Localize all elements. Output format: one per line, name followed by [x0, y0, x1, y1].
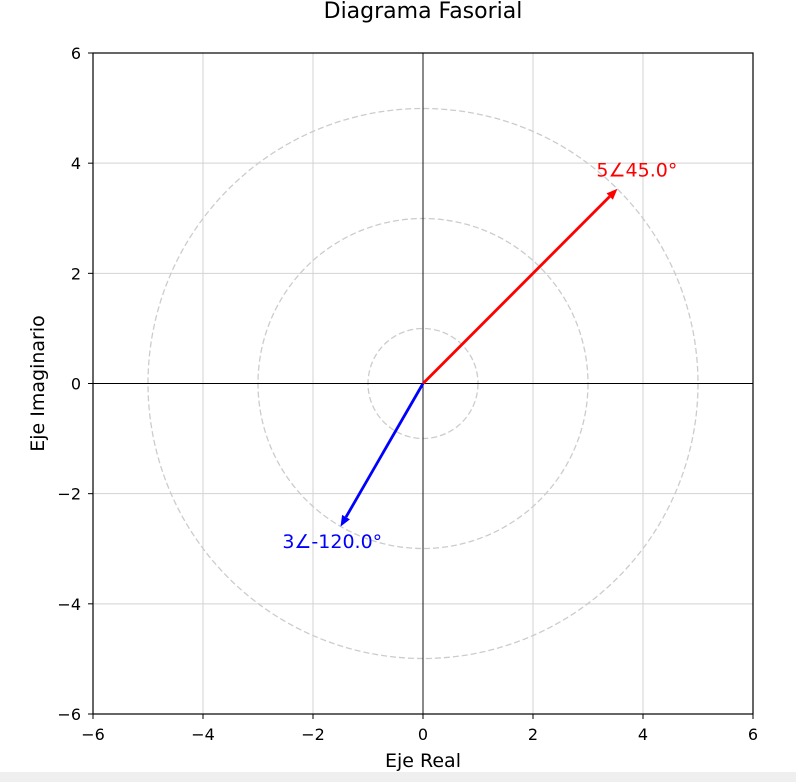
- x-tick-label: −2: [301, 725, 325, 744]
- x-tick-label: 2: [528, 725, 538, 744]
- phasors: 5∠45.0° 3∠-120.0°: [282, 159, 677, 553]
- phasor-line-2: [344, 382, 425, 518]
- x-tick-label: 0: [418, 725, 428, 744]
- phasor-arrowhead-1: [606, 188, 618, 200]
- phasor-label-1: 5∠45.0°: [596, 159, 677, 181]
- y-tick-label: 2: [71, 264, 81, 283]
- y-tick-label: 4: [71, 154, 81, 173]
- phasor-arrowhead-2: [340, 514, 350, 527]
- bottom-strip: [0, 772, 796, 782]
- axis-ticks: −6 −4 −2 0 2 4 6 −6 −4 −2 0 2 4 6: [57, 44, 758, 744]
- x-tick-label: −6: [81, 725, 105, 744]
- y-tick-label: −6: [57, 705, 81, 724]
- y-tick-label: 0: [71, 375, 81, 394]
- y-tick-label: 6: [71, 44, 81, 63]
- x-axis-label: Eje Real: [385, 750, 461, 772]
- y-axis-label: Eje Imaginario: [27, 315, 49, 452]
- phasor-line-1: [422, 195, 611, 385]
- chart-title: Diagrama Fasorial: [324, 0, 523, 24]
- x-tick-label: 4: [638, 725, 648, 744]
- x-tick-label: −4: [191, 725, 215, 744]
- phasor-label-2: 3∠-120.0°: [282, 531, 382, 553]
- y-tick-label: −4: [57, 595, 81, 614]
- y-tick-label: −2: [57, 485, 81, 504]
- x-tick-label: 6: [748, 725, 758, 744]
